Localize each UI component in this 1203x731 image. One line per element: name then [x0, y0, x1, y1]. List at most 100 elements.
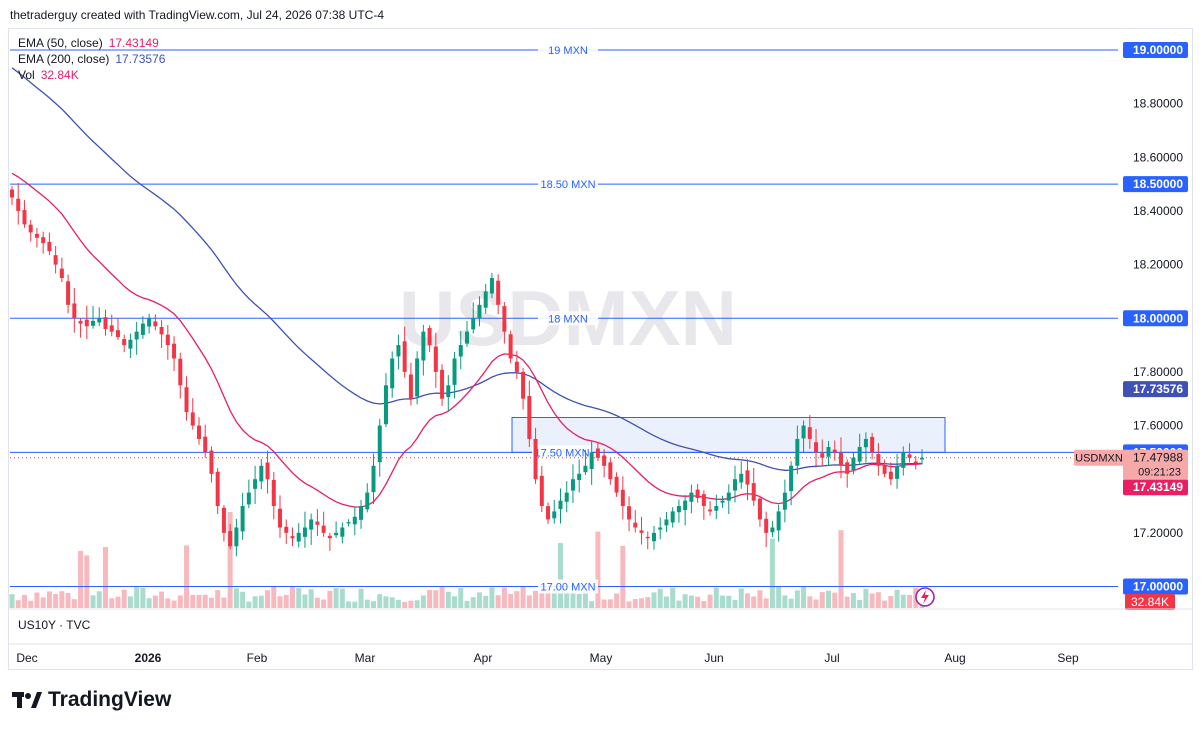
- time-axis: Dec 2026 Feb Mar Apr May Jun Jul Aug Sep: [16, 651, 1079, 665]
- candle-body: [53, 255, 58, 265]
- candle: [122, 334, 127, 353]
- volume-bar: [838, 530, 844, 608]
- last-price-value: 17.47988: [1133, 451, 1183, 465]
- legend-ema200[interactable]: EMA (200, close) 17.73576: [18, 51, 165, 67]
- volume-bar: [208, 597, 214, 608]
- candle: [278, 495, 283, 538]
- candle: [739, 461, 744, 489]
- volume-bar: [221, 597, 227, 608]
- candle: [527, 380, 532, 448]
- candle-body: [184, 387, 189, 413]
- volume-bar: [470, 597, 476, 608]
- candle-body: [658, 527, 663, 530]
- price-tick-label: 18.20000: [1133, 258, 1183, 272]
- volume-bar: [807, 596, 813, 608]
- price-badge: 17.00000: [1133, 580, 1183, 594]
- time-tick-label: Mar: [355, 651, 376, 665]
- candle-body: [371, 465, 376, 493]
- volume-bar: [109, 598, 115, 608]
- candle-body: [882, 465, 887, 474]
- candle: [764, 511, 769, 548]
- candle: [109, 314, 114, 337]
- candle: [907, 443, 912, 463]
- volume-bar: [34, 592, 40, 608]
- volume-bar: [71, 599, 77, 608]
- candle-body: [28, 224, 33, 233]
- volume-bar: [626, 601, 632, 608]
- volume-bar: [196, 594, 202, 608]
- candle: [315, 509, 320, 536]
- candle-body: [920, 457, 924, 460]
- price-tick-label: 18.40000: [1133, 204, 1183, 218]
- candle: [91, 305, 96, 329]
- volume-bar: [595, 531, 601, 608]
- volume-bar: [383, 596, 389, 608]
- candle-body: [221, 507, 226, 533]
- candle: [53, 245, 58, 274]
- symbol-tag-bg: [1074, 449, 1126, 466]
- volume-bar: [134, 587, 140, 608]
- candle-body: [733, 479, 738, 491]
- last-price-bg: [1123, 449, 1188, 480]
- candle: [196, 417, 201, 445]
- candle: [234, 518, 239, 557]
- legend-ema200-value: 17.73576: [115, 52, 166, 66]
- candle-body: [801, 425, 806, 439]
- candle: [97, 307, 102, 326]
- candle-body: [589, 452, 594, 470]
- candle-body: [84, 319, 89, 327]
- candle-body: [97, 318, 102, 323]
- volume-bar: [40, 597, 46, 608]
- candle-body: [583, 465, 588, 473]
- volume-bar: [215, 590, 221, 608]
- candle: [28, 219, 33, 242]
- candle: [776, 504, 781, 542]
- candle-body: [10, 189, 14, 198]
- candle-body: [814, 442, 819, 453]
- candle: [820, 439, 825, 467]
- candle: [602, 449, 607, 478]
- candle: [153, 314, 158, 331]
- candle: [10, 186, 14, 205]
- candle: [290, 527, 295, 546]
- volume-bar: [152, 595, 158, 608]
- volume-bar: [102, 546, 108, 608]
- volume-bar: [682, 594, 688, 608]
- chart-frame[interactable]: [8, 28, 1193, 670]
- volume-bar: [744, 593, 750, 608]
- volume-bar: [520, 586, 526, 608]
- candle: [689, 484, 694, 514]
- volume-bar: [819, 592, 825, 608]
- volume-bar: [589, 601, 595, 608]
- tradingview-logo[interactable]: TradingView: [12, 688, 171, 712]
- candle-body: [527, 395, 532, 439]
- candle: [901, 446, 906, 476]
- price-badge: 18.00000: [1133, 311, 1183, 325]
- volume-bar: [96, 591, 102, 608]
- candle-body: [159, 327, 164, 335]
- candle: [265, 450, 270, 494]
- volume-bar: [15, 600, 21, 608]
- candle: [895, 454, 900, 489]
- candle: [59, 257, 64, 283]
- candle: [639, 516, 644, 545]
- volume-bar: [732, 599, 738, 608]
- legend-volume[interactable]: Vol 32.84K: [18, 67, 165, 83]
- volume-bar: [358, 588, 364, 608]
- volume-bar: [576, 593, 582, 608]
- candle-body: [383, 385, 388, 425]
- candle: [421, 324, 426, 376]
- subpane-label[interactable]: US10Y · TVC: [18, 618, 91, 632]
- candle: [683, 494, 688, 526]
- candle: [552, 499, 557, 524]
- candle-body: [421, 331, 426, 361]
- chart-overlays: [9, 587, 1192, 645]
- candle: [47, 232, 52, 256]
- candle-body: [477, 304, 482, 319]
- volume-bar: [308, 589, 314, 608]
- candle-body: [645, 536, 650, 539]
- candle: [882, 459, 887, 478]
- volume-bar: [776, 586, 782, 608]
- legend-ema50[interactable]: EMA (50, close) 17.43149: [18, 35, 165, 51]
